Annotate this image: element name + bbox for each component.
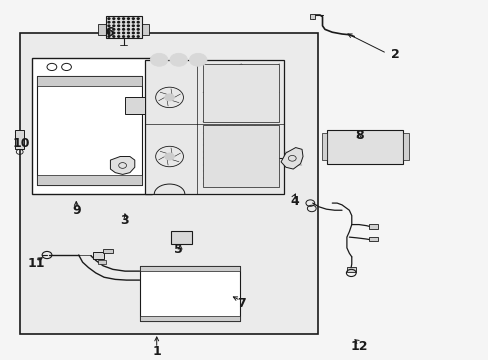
Circle shape	[132, 18, 134, 19]
Bar	[20, 33, 317, 334]
Circle shape	[132, 36, 134, 37]
Circle shape	[108, 29, 110, 30]
Circle shape	[118, 32, 120, 33]
Circle shape	[113, 22, 115, 23]
Bar	[37, 76, 142, 86]
Circle shape	[108, 36, 110, 37]
Text: 3: 3	[120, 215, 128, 228]
Text: 11: 11	[27, 257, 45, 270]
Circle shape	[132, 29, 134, 30]
Bar	[140, 266, 239, 271]
Circle shape	[122, 36, 124, 37]
Bar	[140, 266, 239, 321]
Bar	[98, 260, 106, 264]
Circle shape	[137, 32, 139, 33]
Bar	[37, 175, 142, 185]
Bar	[37, 76, 142, 185]
Circle shape	[164, 153, 174, 160]
Circle shape	[137, 29, 139, 30]
Circle shape	[122, 25, 124, 27]
Bar	[327, 130, 402, 164]
Circle shape	[122, 32, 124, 33]
Circle shape	[137, 25, 139, 27]
Bar	[203, 64, 279, 122]
Circle shape	[118, 29, 120, 30]
Circle shape	[132, 32, 134, 33]
Circle shape	[132, 25, 134, 27]
Text: 8: 8	[354, 129, 363, 141]
Circle shape	[113, 18, 115, 19]
Bar	[142, 24, 149, 35]
Circle shape	[113, 36, 115, 37]
Text: 10: 10	[13, 138, 30, 150]
Bar	[203, 125, 279, 187]
Circle shape	[108, 18, 110, 19]
Text: 7: 7	[237, 297, 245, 310]
Bar	[346, 267, 355, 271]
Polygon shape	[110, 157, 135, 175]
Circle shape	[127, 22, 129, 23]
Circle shape	[137, 22, 139, 23]
Bar	[368, 237, 377, 242]
Circle shape	[122, 18, 124, 19]
Bar	[15, 130, 24, 149]
Bar	[105, 16, 142, 38]
Bar	[144, 60, 283, 194]
Circle shape	[137, 36, 139, 37]
Circle shape	[169, 53, 187, 66]
Circle shape	[118, 18, 120, 19]
Circle shape	[127, 29, 129, 30]
Circle shape	[127, 32, 129, 33]
Text: 12: 12	[349, 340, 367, 353]
Bar	[103, 248, 113, 253]
Bar	[93, 252, 104, 258]
Bar	[368, 224, 377, 229]
Circle shape	[127, 18, 129, 19]
Bar	[310, 14, 315, 19]
Circle shape	[137, 18, 139, 19]
Bar	[402, 133, 408, 160]
Bar	[98, 24, 105, 35]
Circle shape	[127, 36, 129, 37]
Circle shape	[118, 25, 120, 27]
Circle shape	[108, 22, 110, 23]
Text: 2: 2	[390, 48, 399, 61]
Polygon shape	[281, 148, 303, 169]
Circle shape	[108, 25, 110, 27]
Circle shape	[122, 29, 124, 30]
Bar	[171, 231, 191, 244]
Bar	[125, 98, 144, 113]
Circle shape	[113, 32, 115, 33]
Text: 1: 1	[152, 345, 161, 357]
Circle shape	[118, 36, 120, 37]
Text: 5: 5	[173, 243, 182, 256]
Circle shape	[164, 94, 174, 101]
Circle shape	[113, 25, 115, 27]
Circle shape	[113, 29, 115, 30]
Bar	[140, 316, 239, 321]
Bar	[321, 133, 327, 160]
Text: 9: 9	[72, 204, 81, 217]
Bar	[32, 58, 152, 194]
Text: 4: 4	[290, 195, 299, 208]
Circle shape	[118, 22, 120, 23]
Circle shape	[189, 53, 206, 66]
Circle shape	[132, 22, 134, 23]
Circle shape	[127, 25, 129, 27]
Circle shape	[150, 53, 167, 66]
Circle shape	[108, 32, 110, 33]
Circle shape	[122, 22, 124, 23]
Text: 6: 6	[105, 26, 114, 40]
